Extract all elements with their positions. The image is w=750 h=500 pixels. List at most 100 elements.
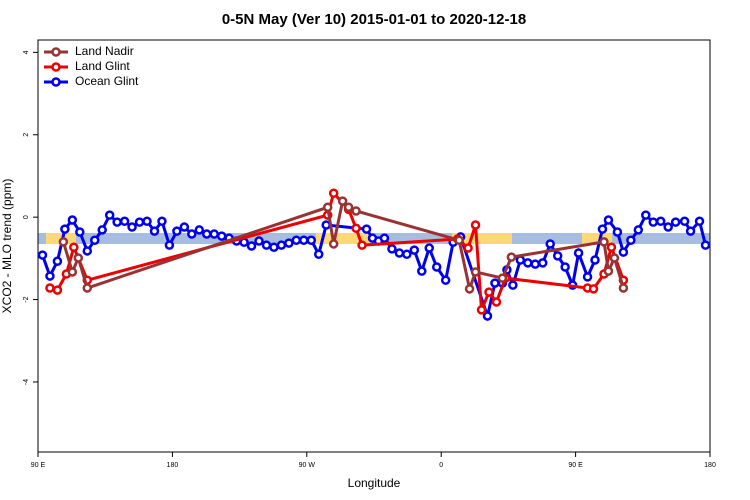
chart-title: 0-5N May (Ver 10) 2015-01-01 to 2020-12-…: [222, 11, 526, 28]
y-axis-label: XCO2 - MLO trend (ppm): [0, 179, 14, 314]
point: [609, 253, 620, 263]
point: [537, 258, 548, 268]
y-tick-label: 0: [23, 215, 30, 219]
point: [670, 217, 681, 227]
point: [490, 278, 500, 288]
point: [172, 226, 182, 236]
point: [463, 243, 473, 253]
point: [573, 248, 584, 258]
band-land: [452, 233, 512, 244]
point: [464, 284, 475, 294]
point: [89, 235, 100, 245]
point: [497, 273, 508, 283]
point: [112, 217, 122, 227]
point: [276, 240, 287, 250]
point: [52, 256, 63, 266]
point: [119, 216, 130, 227]
x-tick-label: 90 E: [568, 462, 583, 469]
point: [454, 235, 464, 245]
point: [655, 216, 666, 227]
point: [588, 284, 599, 294]
x-tick-label: 90 E: [31, 462, 46, 469]
point: [104, 210, 115, 220]
point: [351, 223, 361, 234]
point: [590, 255, 600, 265]
point: [321, 220, 331, 230]
point: [254, 236, 264, 246]
point: [361, 224, 372, 234]
point: [246, 241, 257, 251]
point: [194, 225, 205, 235]
point: [633, 225, 644, 235]
band-land: [316, 233, 372, 244]
point: [142, 216, 152, 227]
point: [284, 238, 294, 248]
point: [530, 259, 541, 269]
legend-label: Land Glint: [75, 59, 130, 73]
point: [387, 244, 397, 254]
point: [209, 229, 219, 239]
point: [417, 266, 427, 276]
point: [626, 235, 636, 245]
point: [440, 275, 451, 285]
point: [69, 242, 79, 252]
point: [679, 216, 690, 227]
series: [37, 210, 711, 322]
point: [299, 235, 309, 245]
point: [337, 196, 348, 206]
legend-label: Ocean Glint: [75, 74, 139, 88]
point: [560, 262, 570, 272]
point: [60, 224, 70, 234]
point: [597, 224, 608, 234]
point: [328, 188, 339, 199]
point: [149, 226, 160, 236]
point: [685, 226, 696, 236]
point: [606, 242, 617, 252]
point: [67, 267, 78, 277]
point: [313, 249, 324, 259]
point: [603, 266, 614, 276]
point: [491, 297, 502, 307]
point: [431, 262, 442, 272]
point: [73, 253, 84, 263]
legend-marker: [51, 77, 61, 87]
point: [328, 239, 339, 249]
point: [291, 235, 302, 245]
point: [187, 229, 197, 239]
y-tick-label: 4: [23, 50, 30, 54]
point: [52, 285, 63, 295]
point: [164, 240, 175, 250]
point: [484, 287, 494, 297]
point: [603, 215, 614, 225]
point: [618, 247, 629, 257]
point: [82, 283, 93, 293]
point: [82, 246, 93, 256]
point: [545, 239, 555, 249]
point: [67, 215, 78, 225]
point: [357, 240, 367, 250]
point: [470, 220, 481, 230]
legend-marker: [51, 47, 61, 57]
point: [343, 202, 354, 213]
point: [269, 242, 279, 252]
point: [322, 202, 333, 213]
point: [394, 248, 405, 258]
point: [523, 258, 533, 268]
point: [75, 227, 85, 237]
point: [216, 231, 227, 241]
point: [379, 233, 390, 243]
point: [351, 206, 361, 216]
y-tick-label: 2: [23, 133, 30, 137]
x-axis-label: Longitude: [348, 476, 401, 490]
legend-marker: [51, 62, 61, 72]
point: [470, 267, 481, 277]
band-land: [582, 233, 612, 244]
point: [424, 243, 435, 253]
point: [157, 216, 167, 227]
legend-label: Land Nadir: [75, 44, 134, 58]
y-tick-label: -2: [23, 296, 30, 302]
point: [201, 229, 212, 239]
point: [476, 305, 487, 315]
point: [599, 237, 609, 247]
